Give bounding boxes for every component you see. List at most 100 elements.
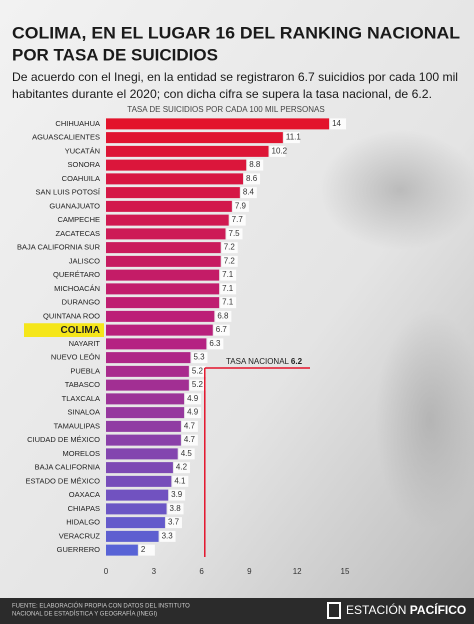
value-label: 4.7 [184, 421, 196, 430]
value-label-bg [178, 448, 195, 460]
value-label: 6.8 [217, 311, 229, 320]
value-label: 3.7 [168, 518, 180, 527]
value-label: 4.7 [184, 435, 196, 444]
reference-label: TASA NACIONAL 6.2 [226, 357, 303, 366]
bar [106, 173, 244, 185]
category-label: CHIHUAHUA [55, 119, 100, 128]
value-label: 4.9 [187, 408, 199, 417]
category-label: QUERÉTARO [53, 270, 100, 279]
value-label-bg [221, 255, 238, 267]
value-label: 11.1 [286, 133, 302, 142]
reference-label-text: TASA NACIONAL [226, 357, 290, 366]
value-label: 8.4 [243, 188, 255, 197]
value-label-bg [330, 118, 347, 130]
x-tick-label: 0 [104, 567, 109, 576]
bar [106, 503, 167, 515]
value-label-bg [165, 517, 182, 529]
footer-bar [0, 598, 474, 624]
value-label-bg [247, 159, 264, 171]
value-label-bg [215, 310, 232, 322]
value-label: 14 [332, 119, 341, 128]
category-label: HIDALGO [66, 518, 100, 527]
category-label: COLIMA [61, 325, 100, 336]
bar [106, 132, 283, 144]
value-label: 7.1 [222, 284, 234, 293]
value-label: 7.9 [235, 201, 247, 210]
category-label: TLAXCALA [62, 394, 100, 403]
subtitle: habitantes durante el 2020; con dicha ci… [12, 87, 432, 101]
title: POR TASA DE SUICIDIOS [12, 45, 218, 64]
value-label-bg [185, 393, 202, 405]
value-label: 3.3 [162, 531, 174, 540]
bar [106, 324, 213, 336]
value-label: 2 [141, 545, 146, 554]
value-label: 7.2 [224, 243, 236, 252]
bar [106, 159, 247, 171]
value-label-bg [226, 228, 243, 240]
x-tick-label: 15 [341, 567, 350, 576]
value-label: 8.8 [249, 160, 261, 169]
value-label-bg [220, 283, 237, 295]
bar [106, 379, 189, 391]
x-tick-label: 9 [247, 567, 252, 576]
category-label: MORELOS [62, 449, 100, 458]
value-label-bg [240, 187, 257, 199]
category-label: NUEVO LEÓN [51, 353, 100, 362]
bar [106, 310, 215, 322]
bar [106, 269, 220, 281]
category-label: MICHOACÁN [54, 284, 100, 293]
source: FUENTE: ELABORACIÓN PROPIA CON DATOS DEL… [12, 603, 190, 610]
value-label: 10.2 [272, 146, 288, 155]
x-tick-label: 12 [293, 567, 302, 576]
category-label: SONORA [67, 160, 100, 169]
bar [106, 475, 172, 487]
category-label: CHIAPAS [68, 504, 100, 513]
category-label: OAXACA [69, 490, 100, 499]
value-label: 7.7 [232, 215, 244, 224]
value-label: 4.2 [176, 463, 188, 472]
value-label-bg [269, 145, 286, 157]
bar [106, 242, 221, 254]
value-label-bg [167, 503, 184, 515]
value-label: 4.5 [181, 449, 193, 458]
bar [106, 118, 330, 130]
bar [106, 352, 191, 364]
bar [106, 214, 229, 226]
bar [106, 255, 221, 267]
value-label: 6.3 [209, 339, 221, 348]
value-label: 7.1 [222, 270, 234, 279]
category-label: BAJA CALIFORNIA [35, 463, 100, 472]
bar [106, 434, 181, 446]
source: NACIONAL DE ESTADÍSTICA Y GEOGRAFÍA (INE… [12, 611, 157, 618]
bar-chart: CHIHUAHUA 14 AGUASCALIENTES 11.1 YUCATÁN 10.2… [17, 118, 350, 576]
value-label-bg [244, 173, 261, 185]
category-label: ESTADO DE MÉXICO [26, 476, 101, 485]
value-label-bg [207, 338, 224, 350]
value-label-bg [229, 214, 246, 226]
bar [106, 420, 181, 432]
category-label: GUERRERO [57, 545, 101, 554]
brand: ESTACIÓN PACÍFICO [346, 602, 466, 617]
value-label: 6.7 [216, 325, 228, 334]
bar [106, 283, 220, 295]
bar [106, 462, 173, 474]
bar [106, 489, 169, 501]
value-label-bg [181, 434, 198, 446]
category-label: QUINTANA ROO [43, 311, 100, 320]
bar [106, 407, 185, 419]
value-label-bg [189, 365, 206, 377]
bar [106, 530, 159, 542]
reference-label-value: 6.2 [291, 357, 303, 366]
value-label-bg [220, 297, 237, 309]
category-label: SINALOA [67, 408, 100, 417]
bar [106, 517, 165, 529]
value-label-bg [189, 379, 206, 391]
category-label: DURANGO [62, 298, 101, 307]
bar [106, 365, 189, 377]
x-tick-label: 6 [199, 567, 204, 576]
value-label-bg [159, 530, 176, 542]
category-label: YUCATÁN [65, 146, 100, 155]
value-label-bg [221, 242, 238, 254]
category-label: PUEBLA [70, 366, 100, 375]
